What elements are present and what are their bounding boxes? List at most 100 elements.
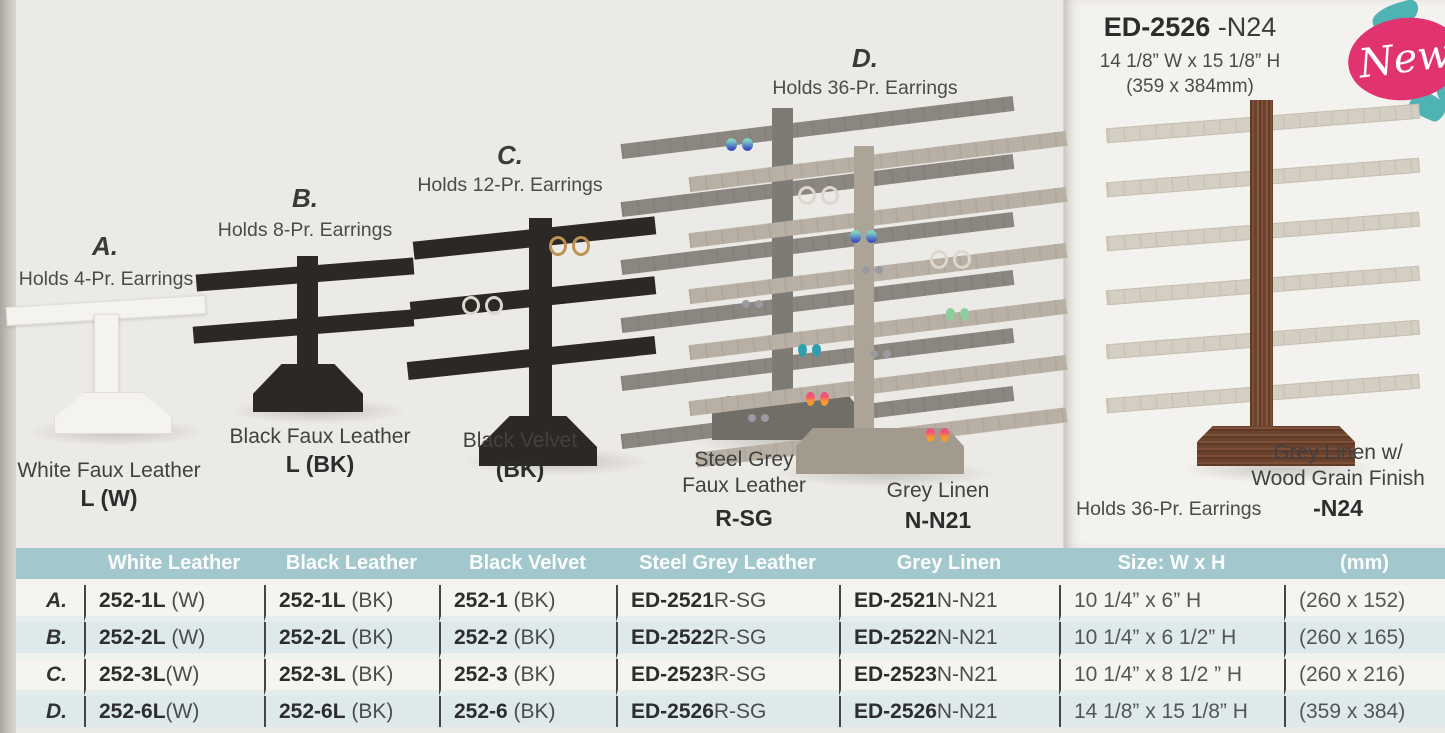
stand-base bbox=[796, 428, 964, 474]
stand-post bbox=[772, 108, 793, 408]
stud-earrings-icon bbox=[862, 266, 883, 274]
cell-steel-grey: ED-2526R-SG bbox=[616, 696, 839, 727]
cell-black-velvet: 252-6 (BK) bbox=[439, 696, 616, 727]
product-d-capacity: Holds 36-Pr. Earrings bbox=[772, 77, 958, 99]
cell-row-label: B. bbox=[16, 622, 84, 659]
badge-label: New bbox=[1356, 30, 1445, 88]
featured-code: -N24 bbox=[1313, 495, 1363, 521]
stand-post bbox=[854, 146, 874, 462]
product-c-letter: C. bbox=[497, 140, 523, 170]
cell-size: 10 1/4” x 8 1/2 ” H bbox=[1059, 659, 1284, 696]
cell-steel-grey: ED-2521R-SG bbox=[616, 585, 839, 622]
spec-table: White Leather Black Leather Black Velvet… bbox=[16, 548, 1445, 727]
stand-base bbox=[253, 364, 363, 412]
product-c-capacity: Holds 12-Pr. Earrings bbox=[417, 174, 603, 196]
stud-earrings-icon bbox=[870, 350, 891, 358]
product-b-capacity: Holds 8-Pr. Earrings bbox=[217, 219, 393, 241]
cell-grey-linen: ED-2522N-N21 bbox=[839, 622, 1059, 659]
hoop-earrings-icon bbox=[798, 186, 839, 205]
product-d-steel-grey-code: R-SG bbox=[715, 505, 773, 531]
cell-black-leather: 252-1L (BK) bbox=[264, 585, 439, 622]
cell-grey-linen: ED-2523N-N21 bbox=[839, 659, 1059, 696]
cell-steel-grey: ED-2522R-SG bbox=[616, 622, 839, 659]
cell-row-label: D. bbox=[16, 696, 84, 727]
cell-black-velvet: 252-3 (BK) bbox=[439, 659, 616, 696]
column-header-black-leather: Black Leather bbox=[264, 548, 439, 585]
stand-post bbox=[529, 218, 552, 444]
product-a-code: L (W) bbox=[80, 485, 138, 511]
product-c-material: Black Velvet bbox=[462, 429, 578, 452]
stud-earrings-icon bbox=[742, 300, 763, 308]
cell-mm: (359 x 384) bbox=[1284, 696, 1445, 727]
product-a-capacity: Holds 4-Pr. Earrings bbox=[18, 268, 194, 290]
product-d-grey-linen-code: N-N21 bbox=[904, 507, 972, 533]
orange-drop-earrings-icon bbox=[806, 392, 829, 406]
cell-row-label: A. bbox=[16, 585, 84, 622]
hoop-earrings-icon bbox=[930, 250, 971, 269]
hoop-earrings-icon bbox=[462, 296, 503, 315]
product-d-steel-grey-material-line1: Steel Grey bbox=[694, 448, 794, 471]
product-c-code: (BK) bbox=[495, 456, 545, 482]
cell-white-leather: 252-1L (W) bbox=[84, 585, 264, 622]
featured-dimensions-mm: (359 x 384mm) bbox=[1126, 76, 1254, 97]
blue-cluster-earrings-icon bbox=[850, 230, 877, 243]
column-header-size: Size: W x H bbox=[1059, 548, 1284, 585]
cell-mm: (260 x 152) bbox=[1284, 585, 1445, 622]
cell-size: 10 1/4” x 6” H bbox=[1059, 585, 1284, 622]
column-header-row-label bbox=[16, 548, 84, 585]
wood-post bbox=[1250, 100, 1273, 432]
cell-black-leather: 252-3L (BK) bbox=[264, 659, 439, 696]
cell-size: 10 1/4” x 6 1/2” H bbox=[1059, 622, 1284, 659]
badge-oval: New bbox=[1343, 11, 1445, 107]
new-badge: New bbox=[1343, 0, 1445, 125]
product-a-material: White Faux Leather bbox=[17, 459, 201, 482]
featured-sku-suffix: -N24 bbox=[1210, 12, 1277, 42]
cell-white-leather: 252-2L (W) bbox=[84, 622, 264, 659]
featured-material-line1: Grey Linen w/ bbox=[1273, 441, 1403, 464]
featured-dimensions-inches: 14 1/8” W x 15 1/8” H bbox=[1099, 51, 1281, 72]
spec-header-row: White Leather Black Leather Black Velvet… bbox=[16, 548, 1445, 585]
cell-mm: (260 x 165) bbox=[1284, 622, 1445, 659]
spec-row-c: C. 252-3L(W) 252-3L (BK) 252-3 (BK) ED-2… bbox=[16, 659, 1445, 696]
featured-material-line2: Wood Grain Finish bbox=[1251, 467, 1425, 490]
product-d-grey-linen-material: Grey Linen bbox=[886, 479, 990, 502]
stud-earrings-icon bbox=[748, 414, 769, 422]
teal-drop-earrings-icon bbox=[798, 344, 821, 357]
featured-sku-number: ED-2526 bbox=[1103, 12, 1211, 42]
cell-mm: (260 x 216) bbox=[1284, 659, 1445, 696]
product-d-letter: D. bbox=[852, 43, 878, 73]
page-edge-strip bbox=[0, 0, 16, 733]
product-b-letter: B. bbox=[292, 183, 318, 213]
spec-row-b: B. 252-2L (W) 252-2L (BK) 252-2 (BK) ED-… bbox=[16, 622, 1445, 659]
product-b-material: Black Faux Leather bbox=[229, 425, 411, 448]
product-d-steel-grey-material-line2: Faux Leather bbox=[682, 474, 806, 497]
product-a-letter: A. bbox=[92, 231, 118, 261]
cell-row-label: C. bbox=[16, 659, 84, 696]
column-header-white-leather: White Leather bbox=[84, 548, 264, 585]
green-drop-earrings-icon bbox=[946, 308, 969, 321]
featured-capacity: Holds 36-Pr. Earrings bbox=[1076, 498, 1262, 520]
spec-row-a: A. 252-1L (W) 252-1L (BK) 252-1 (BK) ED-… bbox=[16, 585, 1445, 622]
column-header-mm: (mm) bbox=[1284, 548, 1445, 585]
cell-black-leather: 252-2L (BK) bbox=[264, 622, 439, 659]
blue-cluster-earrings-icon bbox=[726, 138, 753, 151]
spec-row-d: D. 252-6L(W) 252-6L (BK) 252-6 (BK) ED-2… bbox=[16, 696, 1445, 727]
orange-drop-earrings-icon bbox=[926, 428, 949, 442]
cell-black-velvet: 252-1 (BK) bbox=[439, 585, 616, 622]
wood-base bbox=[1197, 426, 1355, 466]
cell-grey-linen: ED-2521N-N21 bbox=[839, 585, 1059, 622]
cell-size: 14 1/8” x 15 1/8” H bbox=[1059, 696, 1284, 727]
cell-steel-grey: ED-2523R-SG bbox=[616, 659, 839, 696]
featured-sku: ED-2526 -N24 bbox=[1070, 12, 1310, 43]
gold-earrings-icon bbox=[549, 236, 590, 256]
column-header-grey-linen: Grey Linen bbox=[839, 548, 1059, 585]
cell-white-leather: 252-6L(W) bbox=[84, 696, 264, 727]
stand-base bbox=[54, 392, 172, 434]
cell-white-leather: 252-3L(W) bbox=[84, 659, 264, 696]
cell-black-leather: 252-6L (BK) bbox=[264, 696, 439, 727]
stand-post bbox=[297, 256, 318, 382]
cell-black-velvet: 252-2 (BK) bbox=[439, 622, 616, 659]
cell-grey-linen: ED-2526N-N21 bbox=[839, 696, 1059, 727]
column-header-steel-grey-leather: Steel Grey Leather bbox=[616, 548, 839, 585]
